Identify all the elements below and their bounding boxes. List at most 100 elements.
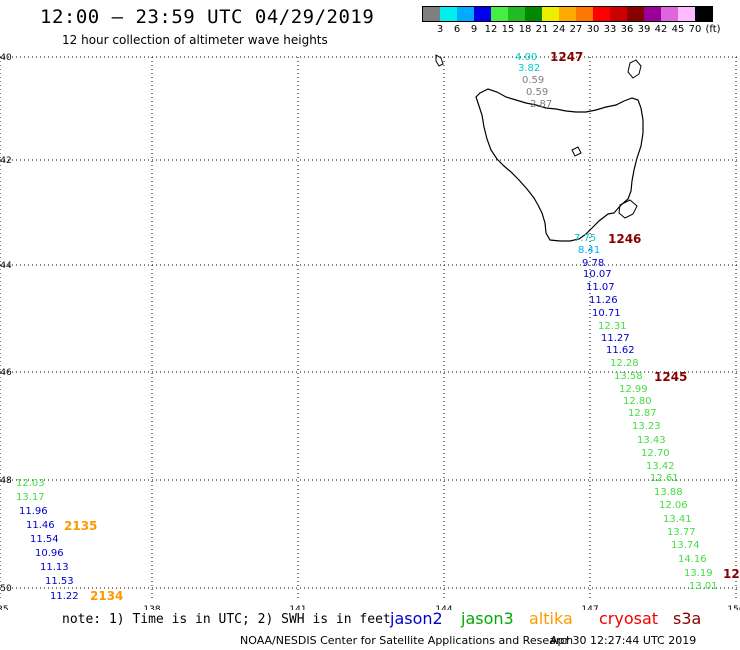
color-swatch xyxy=(440,7,457,21)
legend-item-altika: altika xyxy=(529,609,573,628)
wave-height-label: 10.71 xyxy=(592,308,621,319)
latitude-label: -44 xyxy=(0,261,12,271)
wave-height-label: 13.41 xyxy=(663,514,692,525)
color-scale-tick-label: 70 xyxy=(688,24,702,35)
color-swatch xyxy=(644,7,661,21)
color-scale-tick-label: 12 xyxy=(484,24,498,35)
legend-item-s3a: s3a xyxy=(673,609,702,628)
color-swatch xyxy=(661,7,678,21)
wave-height-label: 11.27 xyxy=(601,333,630,344)
color-scale-labels: 3 6 9 12 15 18 21 24 27 30 33 36 39 42 45 70 (ft) xyxy=(422,22,721,36)
wave-height-label: 13.42 xyxy=(646,461,675,472)
pass-time-label: 1246 xyxy=(608,232,641,246)
wave-height-observations: 4.003.820.590.592.877.758.419.7810.0711.… xyxy=(16,52,718,602)
king-island-coastline xyxy=(435,54,444,67)
wave-height-label: 13.19 xyxy=(684,568,713,579)
wave-height-label: 2.87 xyxy=(530,99,552,110)
color-swatch xyxy=(559,7,576,21)
color-scale-tick-label: 21 xyxy=(535,24,549,35)
bruny-island-coastline xyxy=(618,199,638,219)
longitude-label: 144 xyxy=(435,605,452,610)
wave-height-label: 13.58 xyxy=(614,371,643,382)
map: -40 -42 -44 -46 -48 -50 135 138 141 144 147 150 4.… xyxy=(0,50,740,610)
color-scale: 3 6 9 12 15 18 21 24 27 30 33 36 39 42 45 70 (ft) xyxy=(422,6,721,36)
pass-time-stamps: 1247 1246 1245 12 2135 2134 xyxy=(64,50,740,603)
color-swatch xyxy=(678,7,695,21)
pass-time-label: 1247 xyxy=(550,50,583,64)
color-scale-tick-label: 30 xyxy=(586,24,600,35)
wave-height-label: 3.82 xyxy=(518,63,540,74)
latitude-label: -46 xyxy=(0,368,12,378)
wave-height-label: 4.00 xyxy=(515,52,537,63)
color-swatch xyxy=(525,7,542,21)
wave-height-label: 11.62 xyxy=(606,345,635,356)
wave-height-label: 12.61 xyxy=(650,473,679,484)
color-scale-tick-label: 18 xyxy=(518,24,532,35)
color-swatch xyxy=(576,7,593,21)
wave-height-label: 12.03 xyxy=(16,478,45,489)
longitude-labels: 135 138 141 144 147 150 xyxy=(0,605,740,610)
pass-time-label: 2134 xyxy=(90,589,123,603)
longitude-label: 150 xyxy=(727,605,740,610)
flinders-island-coastline xyxy=(627,59,642,79)
color-scale-tick-label: 6 xyxy=(453,24,461,35)
wave-height-label: 12.70 xyxy=(641,448,670,459)
color-swatch xyxy=(627,7,644,21)
wave-height-label: 13.43 xyxy=(637,435,666,446)
wave-height-label: 12.06 xyxy=(659,500,688,511)
wave-height-label: 13.77 xyxy=(667,527,696,538)
legend-item-jason2: jason2 xyxy=(390,609,443,628)
wave-height-label: 11.53 xyxy=(45,576,74,587)
color-scale-tick-label: 3 xyxy=(436,24,444,35)
color-swatch xyxy=(491,7,508,21)
color-scale-tick-label: 15 xyxy=(501,24,515,35)
credit-line: NOAA/NESDIS Center for Satellite Applica… xyxy=(240,634,574,647)
longitude-label: 147 xyxy=(581,605,598,610)
wave-height-label: 11.07 xyxy=(586,282,615,293)
longitude-label: 135 xyxy=(0,605,9,610)
color-scale-tick-label: 45 xyxy=(671,24,685,35)
wave-height-label: 10.96 xyxy=(35,548,64,559)
wave-height-label: 12.31 xyxy=(598,321,627,332)
wave-height-label: 14.16 xyxy=(678,554,707,565)
color-swatch xyxy=(542,7,559,21)
page-title: 12:00 – 23:59 UTC 04/29/2019 xyxy=(40,6,375,28)
color-swatch xyxy=(474,7,491,21)
longitude-label: 141 xyxy=(289,605,306,610)
wave-height-label: 11.54 xyxy=(30,534,59,545)
credit-date: Apr 30 12:27:44 UTC 2019 xyxy=(550,634,697,647)
wave-height-label: 11.26 xyxy=(589,295,618,306)
graticule xyxy=(0,56,740,598)
pass-time-label: 12 xyxy=(723,567,740,581)
color-scale-unit: (ft) xyxy=(705,24,721,35)
legend-item-cryosat: cryosat xyxy=(599,609,659,628)
wave-height-label: 9.78 xyxy=(582,258,604,269)
wave-height-label: 12.99 xyxy=(619,384,648,395)
wave-height-label: 13.01 xyxy=(689,581,718,592)
color-scale-tick-label: 39 xyxy=(637,24,651,35)
wave-height-label: 11.22 xyxy=(50,591,79,602)
color-swatch xyxy=(593,7,610,21)
color-scale-tick-label: 33 xyxy=(603,24,617,35)
wave-height-label: 10.07 xyxy=(583,269,612,280)
wave-height-label: 8.41 xyxy=(578,245,600,256)
wave-height-label: 0.59 xyxy=(522,75,544,86)
wave-height-label: 11.96 xyxy=(19,506,48,517)
footnote: note: 1) Time is in UTC; 2) SWH is in fe… xyxy=(62,612,391,627)
color-scale-tick-label: 9 xyxy=(470,24,478,35)
tasmania-coastline xyxy=(475,88,644,242)
wave-height-label: 11.13 xyxy=(40,562,69,573)
color-scale-tick-label: 27 xyxy=(569,24,583,35)
wave-height-label: 11.46 xyxy=(26,520,55,531)
wave-height-label: 13.88 xyxy=(654,487,683,498)
color-swatch xyxy=(695,7,712,21)
wave-height-label: 13.17 xyxy=(16,492,45,503)
wave-height-label: 13.23 xyxy=(632,421,661,432)
latitude-label: -40 xyxy=(0,53,12,63)
pass-time-label: 1245 xyxy=(654,370,687,384)
latitude-label: -50 xyxy=(0,584,12,594)
color-swatch xyxy=(610,7,627,21)
latitude-label: -42 xyxy=(0,156,12,166)
wave-height-label: 12.28 xyxy=(610,358,639,369)
longitude-label: 138 xyxy=(143,605,160,610)
